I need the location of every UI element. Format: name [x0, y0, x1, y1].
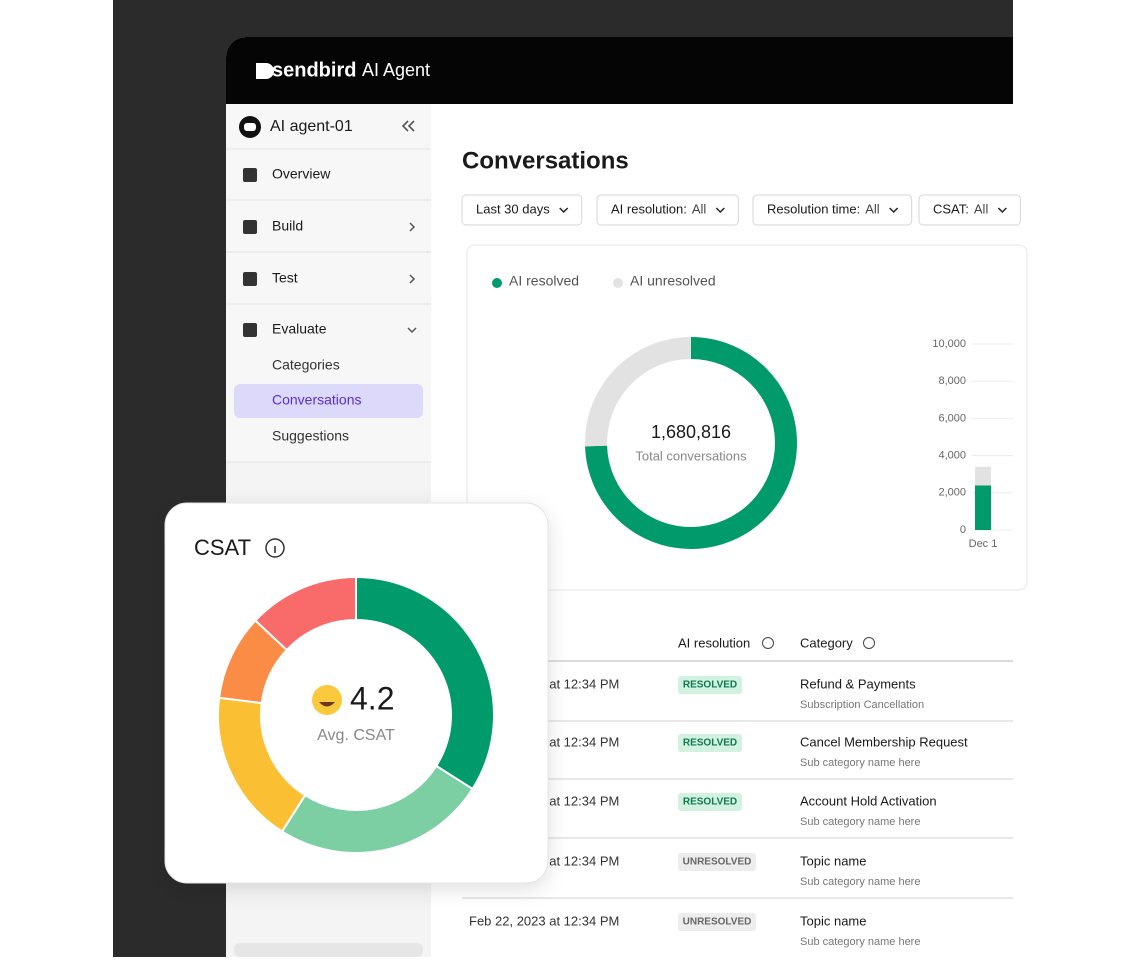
agent-avatar-face: [244, 123, 256, 131]
filter-label: Last 30 days: [476, 201, 550, 216]
legend-swatch: [492, 278, 502, 288]
agent-name[interactable]: AI agent-01: [270, 118, 353, 135]
chevron: [409, 274, 416, 284]
y-tick-label: 0: [960, 524, 966, 536]
chevron: [715, 207, 725, 214]
nav-icon: [243, 323, 257, 337]
category: Topic name: [800, 853, 866, 868]
status-label: RESOLVED: [683, 680, 737, 691]
nav-item[interactable]: Test: [272, 270, 298, 286]
chevron: [407, 327, 417, 334]
card-title: CSAT: [194, 535, 251, 560]
legend-label: AI unresolved: [630, 273, 716, 289]
category: Cancel Membership Request: [800, 734, 968, 749]
legend-label: AI resolved: [509, 273, 579, 289]
center-value: 4.2: [350, 680, 394, 716]
top-bar: [226, 37, 1013, 104]
donut-segment: [355, 575, 495, 791]
charts: AI resolved AI unresolved 1,680,816 Total c…: [492, 273, 1013, 550]
y-tick-label: 2,000: [938, 487, 966, 499]
status-badge: [678, 676, 742, 694]
category: Refund & Payments: [800, 676, 916, 691]
status-label: RESOLVED: [683, 738, 737, 749]
filter-dropdown[interactable]: [918, 194, 1021, 226]
y-tick-label: 10,000: [932, 338, 966, 350]
row-date: Feb 22, 2023 at 12:34 PM: [469, 913, 619, 928]
logo-mark: [256, 63, 274, 79]
chevron: [889, 207, 899, 214]
category: Account Hold Activation: [800, 793, 937, 808]
y-tick-label: 4,000: [938, 450, 966, 462]
emoji-smile: [319, 702, 335, 707]
status-badge: [678, 793, 742, 811]
brand: sendbird: [272, 59, 356, 81]
chevron: [559, 207, 569, 214]
filter-dropdown[interactable]: [596, 194, 739, 226]
nav-item[interactable]: Evaluate: [272, 321, 327, 337]
donut-segment: [585, 337, 691, 447]
legend-swatch: [613, 278, 623, 288]
sidebar-footer: [234, 943, 423, 957]
nav-icon: [243, 220, 257, 234]
subnav-item[interactable]: Categories: [272, 357, 340, 373]
y-tick-label: 6,000: [938, 412, 966, 424]
product-name: AI Agent: [362, 60, 430, 80]
sidebar-nav: Overview Build Test Evaluate Categories Conve…: [226, 148, 431, 463]
collapse-button[interactable]: [401, 120, 415, 132]
column-header: AI resolution: [678, 635, 750, 650]
column-header: Category: [800, 635, 853, 650]
center-total: 1,680,816: [651, 422, 731, 442]
status-badge: [678, 734, 742, 752]
subcategory: Sub category name here: [800, 936, 920, 948]
bar-segment: [975, 485, 991, 530]
csat-chart: CSAT 4.2 Avg. CSAT: [194, 535, 495, 854]
filter-dropdown[interactable]: [752, 194, 913, 226]
chevron: [409, 222, 416, 232]
filter-label: CSAT:: [933, 201, 969, 216]
subcategory: Sub category name here: [800, 816, 920, 828]
category: Topic name: [800, 913, 866, 928]
bar-segment: [975, 466, 991, 486]
chevron: [997, 207, 1007, 214]
filter-value: All: [974, 201, 989, 216]
filter-dropdown[interactable]: [461, 194, 583, 226]
info-icon[interactable]: [265, 538, 285, 558]
info-icon[interactable]: [762, 637, 774, 649]
status-badge: [678, 913, 756, 931]
status-badge: [678, 853, 756, 871]
active-item-highlight: [234, 384, 423, 418]
subcategory: Sub category name here: [800, 876, 920, 888]
filter-value: All: [692, 201, 707, 216]
nav-item[interactable]: Overview: [272, 166, 331, 182]
emoji: [312, 685, 342, 715]
status-label: UNRESOLVED: [683, 857, 752, 868]
subcategory: Subscription Cancellation: [800, 699, 924, 711]
nav-item[interactable]: Build: [272, 218, 303, 234]
filter-label: Resolution time:: [767, 201, 860, 216]
y-tick-label: 8,000: [938, 375, 966, 387]
status-label: UNRESOLVED: [683, 917, 752, 928]
donut-segment: [253, 575, 357, 652]
subnav-item[interactable]: Conversations: [272, 392, 362, 408]
nav-icon: [243, 272, 257, 286]
subcategory: Sub category name here: [800, 757, 920, 769]
nav-icon: [243, 168, 257, 182]
info-icon[interactable]: [863, 637, 875, 649]
center-label: Total conversations: [635, 448, 747, 463]
status-label: RESOLVED: [683, 797, 737, 808]
subnav-item[interactable]: Suggestions: [272, 428, 349, 444]
filter-label: AI resolution:: [611, 201, 687, 216]
filter-value: All: [865, 201, 880, 216]
page-title: Conversations: [462, 147, 629, 174]
center-label: Avg. CSAT: [317, 727, 395, 744]
x-tick-label: Dec 1: [969, 538, 998, 550]
filters: Last 30 days AI resolution: All Resolution …: [461, 194, 1021, 226]
